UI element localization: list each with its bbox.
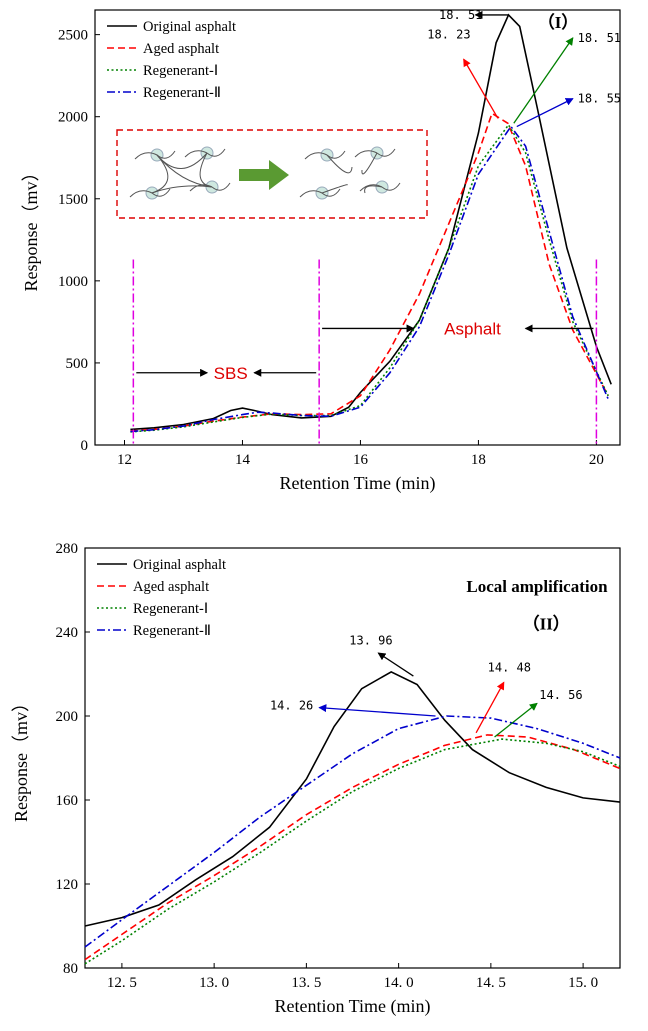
network-tail <box>134 152 158 160</box>
x-tick-label: 20 <box>589 452 604 468</box>
peak-arrow-regen1 <box>513 37 574 124</box>
network-tail <box>129 190 153 198</box>
peak-label-regen1: 18. 51 <box>578 31 621 45</box>
y-tick-label: 2000 <box>58 110 88 126</box>
x-tick-label: 12. 5 <box>107 975 137 991</box>
network-chain <box>364 185 383 194</box>
region-label-sbs: SBS <box>214 364 248 383</box>
network-tail <box>304 152 328 160</box>
network-tail <box>156 150 176 159</box>
peak-label-original: 13. 96 <box>349 633 392 647</box>
inset-schematic <box>116 129 428 219</box>
legend-label-regen1: Regenerant-Ⅰ <box>143 63 218 79</box>
x-tick-label: 14. 5 <box>476 975 506 991</box>
panel-label: （I） <box>538 12 579 32</box>
y-axis-title: Response（mv） <box>21 164 41 292</box>
plot-frame <box>94 9 621 446</box>
y-tick-label: 2500 <box>58 28 88 44</box>
y-tick-label: 1000 <box>58 274 88 290</box>
network-tail <box>206 148 226 157</box>
legend-label-regen2: Regenerant-Ⅱ <box>133 623 211 639</box>
network-tail <box>189 184 213 192</box>
network-tail <box>299 190 323 198</box>
x-tick-label: 14. 0 <box>384 975 414 991</box>
x-axis-title: Retention Time (min) <box>279 473 435 494</box>
legend-label-aged: Aged asphalt <box>133 579 209 595</box>
peak-label-aged: 18. 23 <box>427 28 470 42</box>
x-tick-label: 18 <box>471 452 486 468</box>
x-axis-title: Retention Time (min) <box>274 996 430 1017</box>
peak-label-regen2: 18. 55 <box>578 92 621 106</box>
series-line-aged <box>84 734 621 961</box>
x-tick-label: 13. 5 <box>291 975 321 991</box>
network-tail <box>321 188 341 197</box>
series-line-regen1 <box>130 123 609 433</box>
network-tail <box>184 150 208 158</box>
y-axis-title: Response（mv） <box>11 694 31 822</box>
series-line-regen1 <box>84 738 621 965</box>
legend-label-original: Original asphalt <box>143 19 236 35</box>
panel-2-local-amplification: 12. 5 13. 0 13. 5 14. 0 14. 5 15. 0 80 120 160 20… <box>11 541 621 1017</box>
region-label-asphalt: Asphalt <box>444 319 501 338</box>
y-tick-label: 240 <box>56 625 79 641</box>
peak-label-aged: 14. 48 <box>488 661 531 675</box>
network-tail <box>151 188 171 197</box>
y-tick-label: 120 <box>56 877 79 893</box>
network-chain <box>156 154 213 188</box>
x-tick-label: 16 <box>353 452 369 468</box>
x-tick-label: 14 <box>235 452 251 468</box>
panel-sublabel: （II） <box>523 614 570 634</box>
inset-arrow-icon <box>239 160 289 190</box>
network-chain <box>326 154 353 174</box>
panel-label: Local amplification <box>466 577 608 596</box>
network-intact <box>129 146 231 200</box>
series-line-aged <box>130 112 609 432</box>
y-tick-label: 500 <box>66 356 89 372</box>
network-tail <box>326 150 346 159</box>
y-tick-label: 160 <box>56 793 79 809</box>
network-tail <box>354 150 378 158</box>
x-tick-label: 12 <box>117 452 132 468</box>
network-chain <box>361 152 378 175</box>
peak-label-original: 18. 51 <box>439 8 482 22</box>
series-line-original <box>84 670 621 927</box>
x-tick-label: 13. 0 <box>199 975 229 991</box>
peak-arrow-aged <box>475 681 505 734</box>
series-line-regen2 <box>130 125 609 433</box>
peak-label-regen2: 14. 26 <box>270 699 313 713</box>
y-tick-label: 0 <box>81 438 89 454</box>
peak-arrow-regen1 <box>494 702 538 738</box>
y-tick-label: 200 <box>56 709 79 725</box>
peak-arrow-regen2 <box>318 704 436 717</box>
series-line-regen2 <box>84 715 621 948</box>
peak-arrow-aged <box>463 58 499 119</box>
network-tail <box>381 182 401 191</box>
peak-arrow-regen2 <box>516 98 574 128</box>
network-tail <box>359 184 383 192</box>
series-line-original <box>130 13 612 431</box>
legend-label-regen1: Regenerant-Ⅰ <box>133 601 208 617</box>
inset-border <box>116 129 428 219</box>
network-broken <box>299 146 401 200</box>
peak-arrow-original <box>377 652 414 677</box>
network-chain <box>151 185 213 194</box>
legend-label-regen2: Regenerant-Ⅱ <box>143 85 221 101</box>
peak-label-regen1: 14. 56 <box>539 688 582 702</box>
network-tail <box>376 148 396 157</box>
network-tail <box>211 182 231 191</box>
y-tick-label: 80 <box>63 961 78 977</box>
x-tick-label: 15. 0 <box>568 975 598 991</box>
y-tick-label: 1500 <box>58 192 88 208</box>
y-tick-label: 280 <box>56 541 79 557</box>
network-chain <box>321 184 348 194</box>
panel-1-gpc-chromatogram: 12 14 16 18 20 0 500 1000 1500 2000 2500 Retention … <box>21 8 621 494</box>
legend-label-original: Original asphalt <box>133 557 226 573</box>
legend-label-aged: Aged asphalt <box>143 41 219 57</box>
